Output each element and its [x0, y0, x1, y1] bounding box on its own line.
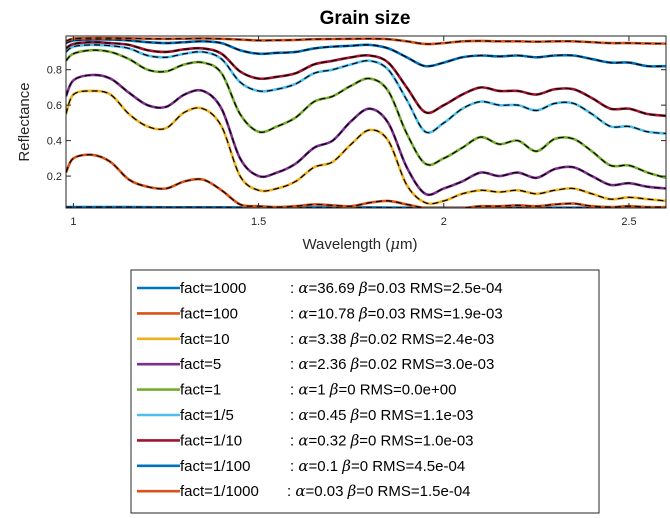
series-line-4 — [66, 73, 666, 197]
legend-series-name-5: fact=1 — [180, 382, 221, 399]
series-line-8 — [66, 38, 666, 68]
x-tick-label: 1.5 — [251, 216, 266, 228]
x-axis-label-part-2: μ — [390, 235, 400, 253]
fit-line-5 — [66, 49, 666, 179]
y-tick-label: 0.2 — [47, 171, 62, 183]
legend-series-name-6: fact=1/5 — [180, 407, 234, 424]
x-axis-label: Wavelength (μm) — [302, 235, 417, 253]
fit-line-4 — [66, 74, 666, 196]
legend-series-name-9: fact=1/1000 — [180, 483, 259, 500]
fit-line-7 — [66, 41, 666, 117]
fit-line-3 — [66, 90, 666, 205]
legend-series-name-1: fact=1000 — [180, 280, 246, 297]
x-tick-label: 1 — [70, 216, 76, 228]
legend-series-name-2: fact=100 — [180, 305, 238, 322]
chart-title: Grain size — [320, 8, 411, 29]
legend-fit-params-6: : α=0.45 β=0 RMS=1.1e-03 — [290, 406, 474, 424]
legend-fit-params-4: : α=2.36 β=0.02 RMS=3.0e-03 — [290, 355, 494, 373]
legend-items: fact=1000 : α=36.69 β=0.03 RMS=2.5e-04 fac… — [137, 279, 503, 500]
x-axis-label-part-3: m) — [400, 236, 418, 253]
series-line-5 — [66, 48, 666, 180]
legend-fit-params-2: : α=10.78 β=0.03 RMS=1.9e-03 — [290, 304, 503, 322]
legend-fit-params-1: : α=36.69 β=0.03 RMS=2.5e-04 — [290, 279, 503, 297]
y-axis-ticks: 0.2 0.4 0.6 0.8 — [47, 65, 666, 183]
fit-line-9 — [66, 37, 666, 45]
x-axis-label-part-1: Wavelength ( — [302, 236, 390, 253]
axes-frame — [65, 35, 667, 209]
x-axis-ticks: 1 1.5 2 2.5 — [70, 36, 637, 228]
series-line-2 — [66, 153, 666, 208]
legend-series-name-8: fact=1/100 — [180, 458, 250, 475]
fit-line-8 — [66, 38, 666, 68]
y-tick-label: 0.6 — [47, 100, 62, 112]
y-tick-label: 0.4 — [47, 136, 62, 148]
legend-series-name-4: fact=5 — [180, 356, 221, 373]
legend-fit-params-7: : α=0.32 β=0 RMS=1.0e-03 — [290, 431, 474, 449]
legend-fit-params-5: : α=1 β=0 RMS=0.0e+00 — [290, 381, 456, 399]
legend-fit-params-3: : α=3.38 β=0.02 RMS=2.4e-03 — [290, 330, 494, 348]
fit-line-6 — [66, 44, 666, 135]
legend-fit-params-9: : α=0.03 β=0 RMS=1.5e-04 — [287, 482, 471, 500]
legend-series-name-3: fact=10 — [180, 331, 230, 348]
legend-series-name-7: fact=1/10 — [180, 432, 242, 449]
legend — [130, 269, 600, 514]
x-tick-label: 2.5 — [621, 216, 636, 228]
fit-line-2 — [66, 154, 666, 208]
y-axis-label: Reflectance — [16, 82, 33, 161]
y-tick-label: 0.8 — [47, 65, 62, 77]
legend-fit-params-8: : α=0.1 β=0 RMS=4.5e-04 — [290, 457, 465, 475]
plot-area — [66, 36, 666, 208]
fit-line-1 — [66, 206, 666, 208]
x-tick-label: 2 — [441, 216, 447, 228]
